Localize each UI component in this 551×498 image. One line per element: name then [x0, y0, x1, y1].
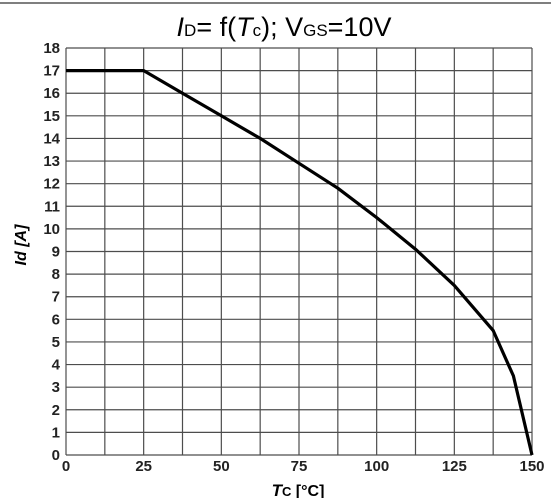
x-tick-label: 0: [62, 458, 70, 475]
y-tick-label: 2: [52, 402, 60, 419]
y-tick-label: 12: [43, 176, 60, 193]
x-tick-label: 25: [135, 458, 152, 475]
grid: [65, 47, 533, 456]
x-tick-label: 75: [291, 458, 308, 475]
y-tick-label: 4: [52, 357, 61, 374]
y-tick-label: 15: [43, 108, 60, 125]
y-tick-label: 10: [43, 221, 60, 238]
x-axis-label: TC [°C]: [272, 481, 325, 498]
y-tick-label: 1: [52, 424, 60, 441]
series-group: [66, 69, 534, 456]
y-tick-label: 8: [52, 266, 60, 283]
x-tick-label: 100: [364, 458, 389, 475]
y-tick-label: 7: [52, 289, 60, 306]
y-tick-label: 0: [52, 447, 60, 464]
y-tick-label: 13: [43, 153, 60, 170]
y-tick-label: 6: [52, 311, 60, 328]
y-tick-label: 5: [52, 334, 60, 351]
y-tick-label: 18: [43, 40, 60, 57]
x-tick-labels: 0 25 50 75 100 125 150: [62, 458, 545, 475]
y-tick-label: 3: [52, 379, 60, 396]
y-tick-label: 9: [52, 244, 60, 261]
x-tick-label: 50: [213, 458, 230, 475]
x-tick-label: 150: [519, 458, 544, 475]
y-tick-label: 16: [43, 85, 60, 102]
y-tick-label: 17: [43, 63, 60, 80]
chart-title: ID= f(Tc); VGS=10V: [177, 12, 392, 42]
x-tick-label: 125: [442, 458, 467, 475]
y-axis-label: Id [A]: [13, 224, 30, 266]
y-tick-label: 11: [44, 198, 60, 215]
y-tick-label: 14: [43, 130, 60, 147]
series-line: [66, 69, 534, 456]
